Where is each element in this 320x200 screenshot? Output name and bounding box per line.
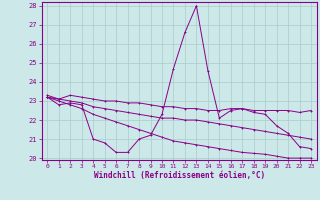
X-axis label: Windchill (Refroidissement éolien,°C): Windchill (Refroidissement éolien,°C): [94, 171, 265, 180]
